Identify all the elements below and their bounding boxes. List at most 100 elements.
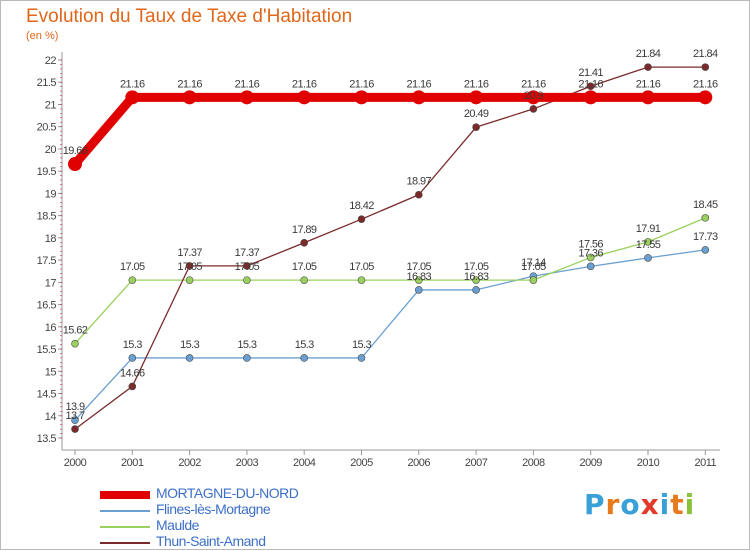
data-label: 13.7	[65, 410, 84, 422]
data-label: 21.16	[120, 78, 145, 90]
y-tick-label: 20	[45, 144, 57, 156]
data-label: 17.37	[177, 247, 202, 259]
data-point	[243, 354, 251, 362]
data-label: 18.97	[407, 176, 432, 188]
data-point	[243, 276, 251, 284]
x-tick-label: 2000	[64, 457, 87, 469]
data-point	[469, 90, 484, 105]
x-tick-label: 2011	[694, 457, 716, 469]
x-tick-label: 2008	[522, 457, 545, 469]
data-label: 14.66	[120, 367, 145, 379]
data-point	[586, 262, 595, 271]
series-line	[74, 217, 706, 345]
data-label: 21.16	[464, 78, 489, 90]
data-label: 16.83	[407, 271, 432, 283]
data-point	[68, 157, 82, 172]
legend-swatch	[100, 542, 150, 544]
y-tick-label: 18.5	[37, 211, 57, 223]
legend-swatch	[100, 491, 150, 499]
data-point	[71, 416, 79, 425]
data-label: 17.14	[521, 257, 546, 269]
data-point	[583, 90, 598, 105]
data-point	[529, 105, 538, 113]
data-point	[644, 238, 652, 246]
legend-label: Thun-Saint-Amand	[156, 533, 266, 549]
data-label: 21.16	[636, 78, 661, 90]
x-tick-label: 2003	[236, 457, 259, 469]
legend-swatch	[100, 510, 150, 512]
logo-letter: P	[584, 488, 606, 521]
data-label: 17.05	[521, 261, 546, 273]
data-point	[300, 354, 309, 362]
data-label: 17.05	[407, 261, 432, 273]
data-label: 18.45	[693, 199, 718, 211]
x-tick-label: 2005	[350, 457, 373, 469]
data-point	[472, 123, 480, 131]
data-point	[297, 90, 312, 105]
data-label: 21.16	[177, 78, 202, 90]
data-label: 17.73	[693, 231, 718, 243]
logo-letter: t	[670, 488, 685, 521]
data-label: 17.36	[578, 247, 603, 259]
legend-label: Maulde	[156, 517, 199, 533]
data-point	[526, 90, 541, 105]
y-tick-label: 15	[45, 366, 57, 378]
logo-letter: r	[605, 488, 621, 521]
data-point	[128, 276, 137, 284]
data-point	[128, 382, 137, 391]
x-tick-label: 2006	[408, 457, 431, 469]
y-tick-label: 14.5	[37, 389, 57, 401]
y-tick-label: 18	[45, 233, 57, 245]
data-point	[185, 354, 194, 362]
data-label: 13.9	[65, 401, 84, 413]
y-tick-label: 16.5	[37, 300, 57, 312]
data-label: 19.66	[63, 145, 88, 157]
logo-letter: i	[659, 488, 671, 521]
data-point	[529, 276, 538, 284]
data-point	[644, 254, 652, 262]
y-tick-label: 17	[45, 277, 57, 289]
x-tick-label: 2007	[465, 457, 488, 469]
data-point	[586, 253, 595, 262]
data-point	[701, 63, 710, 71]
logo-letter: x	[640, 488, 660, 521]
data-point	[239, 90, 254, 105]
data-point	[354, 90, 369, 105]
y-tick-label: 19	[45, 188, 57, 200]
data-point	[243, 262, 251, 270]
chart-unit-label: (en %)	[26, 30, 59, 42]
data-label: 17.05	[120, 261, 145, 273]
data-point	[357, 354, 366, 362]
y-tick-label: 20.5	[37, 122, 57, 134]
data-point	[357, 215, 366, 224]
data-label: 21.84	[636, 48, 661, 60]
data-label: 15.3	[123, 339, 142, 351]
data-point	[586, 82, 595, 91]
data-label: 17.05	[349, 261, 374, 273]
data-label: 17.37	[235, 247, 260, 259]
data-point	[300, 276, 309, 284]
x-tick-label: 2010	[637, 457, 660, 469]
data-label: 17.05	[292, 261, 317, 273]
data-label: 21.16	[693, 78, 718, 90]
data-label: 17.05	[464, 261, 489, 273]
data-label: 17.05	[235, 261, 260, 273]
logo-letter: o	[620, 488, 641, 521]
data-point	[185, 262, 194, 270]
series-line	[74, 66, 706, 430]
legend-label: Flines-lès-Mortagne	[156, 501, 271, 517]
data-label: 21.16	[292, 78, 317, 90]
y-tick-label: 21	[45, 99, 57, 111]
data-label: 21.16	[235, 78, 260, 90]
data-label: 20.49	[464, 108, 489, 120]
series-line	[74, 249, 706, 421]
data-label: 21.16	[349, 78, 374, 90]
data-point	[128, 354, 137, 362]
y-tick-label: 14	[45, 411, 57, 423]
data-label: 21.16	[407, 78, 432, 90]
data-label: 17.89	[292, 224, 317, 236]
data-point	[71, 425, 79, 433]
data-point	[411, 90, 426, 105]
